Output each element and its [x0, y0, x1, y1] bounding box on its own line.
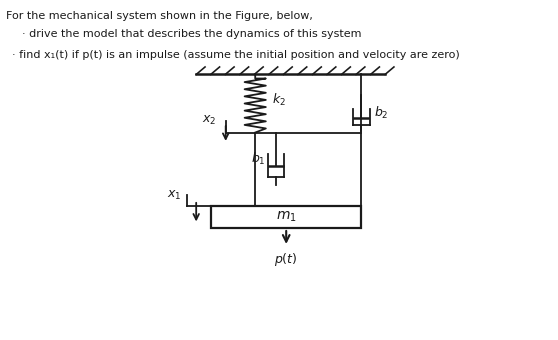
- Text: $m_1$: $m_1$: [276, 210, 297, 224]
- Text: For the mechanical system shown in the Figure, below,: For the mechanical system shown in the F…: [6, 11, 313, 21]
- Text: · find x₁(t) if p(t) is an impulse (assume the initial position and velocity are: · find x₁(t) if p(t) is an impulse (assu…: [12, 50, 460, 60]
- Text: $b_2$: $b_2$: [374, 105, 389, 121]
- Text: $p(t)$: $p(t)$: [275, 251, 298, 268]
- Text: · drive the model that describes the dynamics of this system: · drive the model that describes the dyn…: [22, 30, 362, 39]
- Text: $k_2$: $k_2$: [272, 92, 286, 108]
- Text: $x_1$: $x_1$: [167, 189, 181, 202]
- Text: $x_2$: $x_2$: [202, 114, 217, 127]
- Text: $b_1$: $b_1$: [251, 151, 266, 167]
- Bar: [211, 206, 362, 228]
